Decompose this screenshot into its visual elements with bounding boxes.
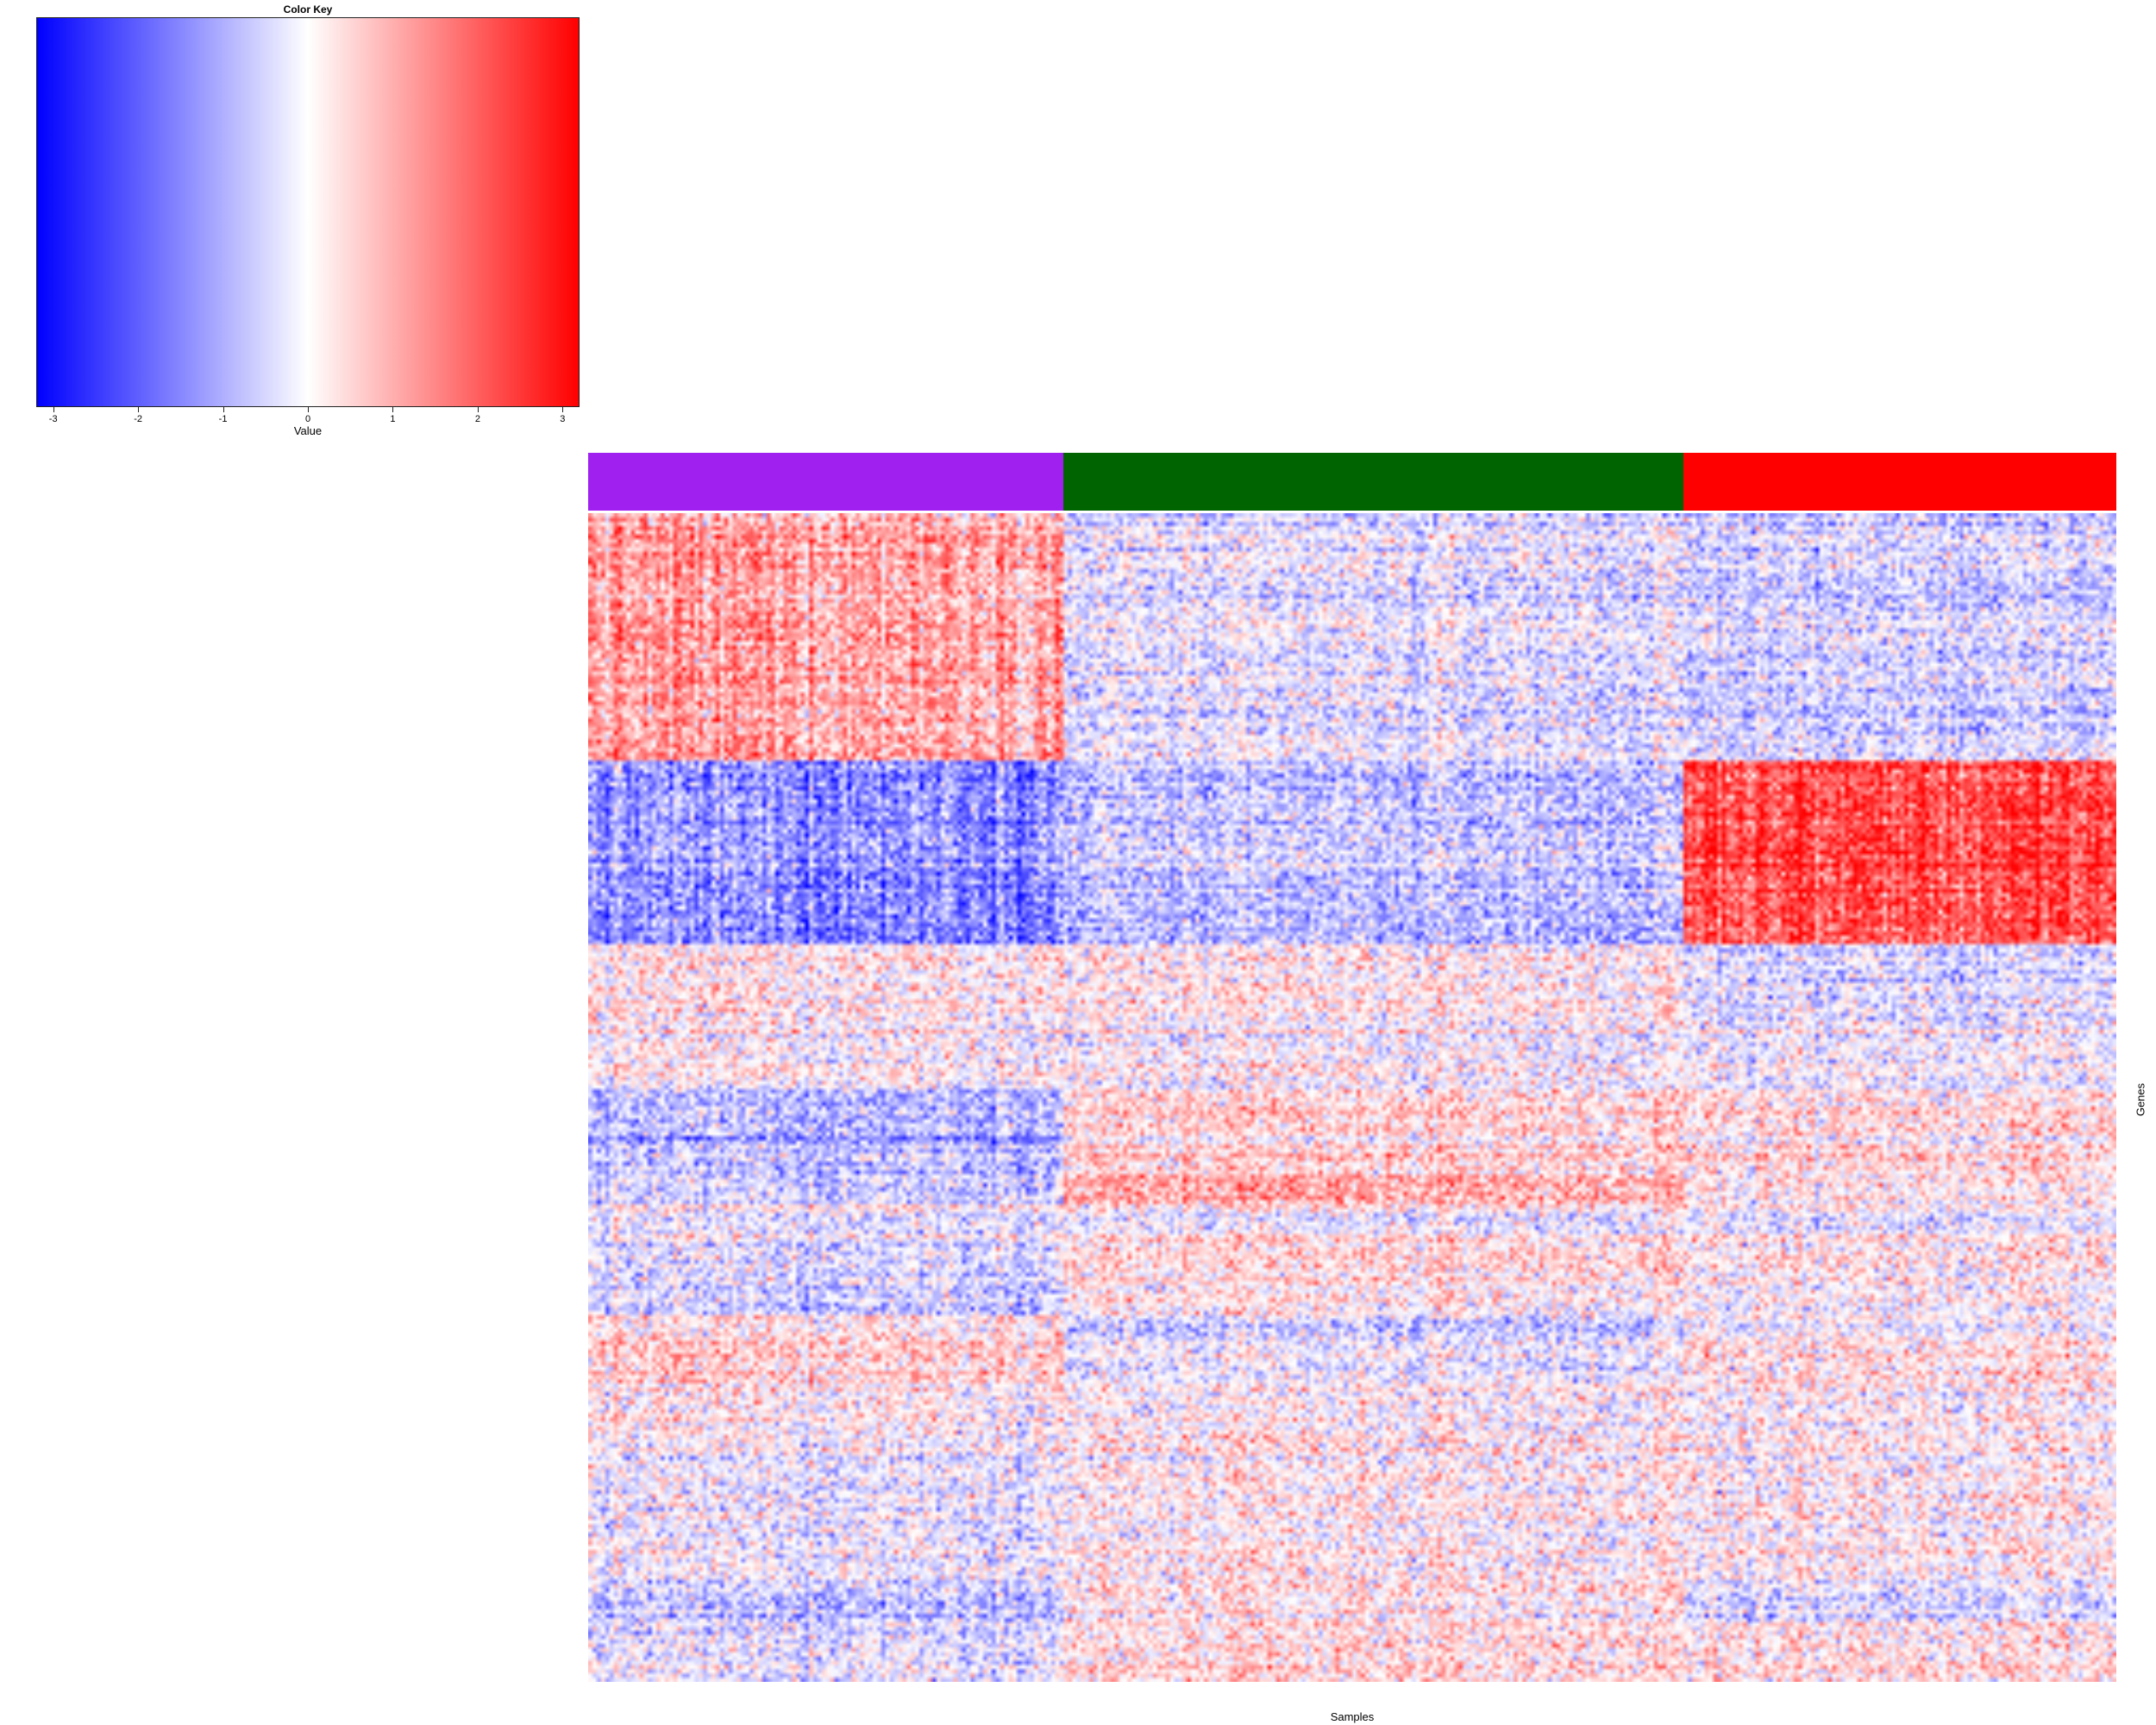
color-key-tick xyxy=(562,407,564,412)
heatmap-matrix xyxy=(588,513,2116,1682)
color-key-xlabel: Value xyxy=(293,424,323,437)
color-key-tick-label: 3 xyxy=(560,414,566,424)
sample-group-1 xyxy=(588,453,1064,511)
color-key-tick xyxy=(138,407,140,412)
color-key-tick-label: 0 xyxy=(304,414,311,424)
x-axis-label: Samples xyxy=(1330,1710,1375,1723)
color-key-tick xyxy=(53,407,54,412)
color-key-title: Color Key xyxy=(283,3,333,16)
sample-group-annotation-bar xyxy=(588,453,2116,511)
color-key-tick-label: -2 xyxy=(134,414,143,424)
y-axis-label: Genes xyxy=(2134,1082,2147,1117)
color-key-tick-label: 1 xyxy=(390,414,396,424)
color-key-gradient xyxy=(36,17,580,407)
color-key-tick-label: 2 xyxy=(474,414,480,424)
color-key-tick xyxy=(222,407,224,412)
sample-group-3 xyxy=(1683,453,2116,511)
color-key-tick xyxy=(477,407,479,412)
color-key-tick-label: -1 xyxy=(218,414,228,424)
sample-group-2 xyxy=(1063,453,1683,511)
color-key-axis: -3 -2 -1 0 1 2 3 xyxy=(36,407,580,424)
color-key-tick xyxy=(392,407,394,412)
color-key-tick-label: -3 xyxy=(48,414,58,424)
color-key-tick xyxy=(308,407,309,412)
